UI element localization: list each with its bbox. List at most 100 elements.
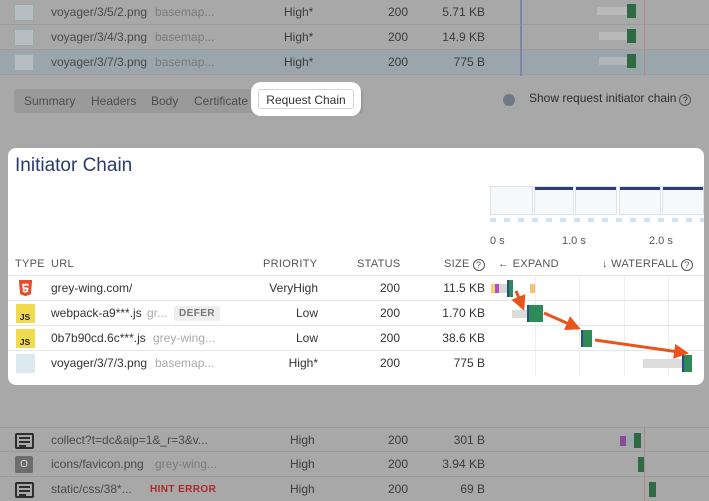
hint-error-badge: HINT ERROR: [150, 484, 217, 495]
table-row[interactable]: voyager/3/4/3.png basemap... High* 200 1…: [0, 25, 709, 50]
tab-request-chain[interactable]: Request Chain: [258, 89, 354, 109]
size-header-label: SIZE: [444, 258, 470, 270]
timeline-marker: [644, 427, 645, 501]
tab-body[interactable]: Body: [151, 94, 179, 108]
table-row[interactable]: voyager/3/5/2.png basemap... High* 200 5…: [0, 0, 709, 25]
row-initiator: gr...: [147, 306, 168, 320]
row-size: 11.5 KB: [443, 281, 485, 295]
row-status: 200: [387, 457, 408, 471]
svg-text:JS: JS: [20, 337, 31, 347]
table-row[interactable]: static/css/38*... HINT ERROR High 200 69…: [0, 477, 709, 501]
help-icon[interactable]: ?: [472, 259, 485, 271]
toggle-label-text: Show request initiator chain: [529, 91, 677, 105]
row-priority: High*: [284, 55, 314, 69]
chain-row[interactable]: JS 0b7b90cd.6c***.js grey-wing... Low 20…: [8, 325, 704, 350]
tab-summary[interactable]: Summary: [24, 94, 76, 108]
column-header-url[interactable]: URL: [51, 258, 74, 270]
waterfall-bar: [499, 284, 507, 293]
waterfall-bar: [627, 29, 636, 43]
image-thumbnail-icon: [16, 354, 35, 373]
waterfall-header[interactable]: ↓ WATERFALL?: [602, 258, 694, 271]
waterfall-bar: [599, 57, 627, 65]
row-size: 3.94 KB: [442, 457, 485, 471]
waterfall-bar: [638, 457, 645, 472]
filmstrip-frame[interactable]: [534, 186, 574, 215]
image-thumbnail-icon: [14, 4, 34, 21]
column-header-status[interactable]: STATUS: [357, 258, 401, 270]
waterfall-bar: [495, 284, 499, 293]
row-status: 200: [379, 331, 400, 345]
row-priority: VeryHigh: [269, 281, 318, 295]
filmstrip-frame[interactable]: [662, 186, 704, 215]
column-header-size[interactable]: SIZE?: [444, 258, 485, 271]
table-row-selected[interactable]: voyager/3/7/3.png basemap... High* 200 7…: [0, 50, 709, 75]
row-size: 775 B: [453, 55, 485, 69]
row-url: 0b7b90cd.6c***.js: [51, 331, 146, 345]
frame-header-bar: [576, 187, 616, 190]
timeline-label: 2.0 s: [649, 235, 673, 247]
filmstrip-frame[interactable]: [575, 186, 617, 215]
waterfall-bar: [627, 4, 636, 18]
row-url: grey-wing.com/: [51, 281, 133, 295]
waterfall-bar: [643, 359, 682, 368]
row-status: 200: [387, 30, 408, 44]
row-initiator: basemap...: [155, 30, 215, 44]
tab-headers[interactable]: Headers: [91, 94, 137, 108]
row-size: 301 B: [453, 433, 485, 447]
row-url: collect?t=dc&aip=1&_r=3&v...: [51, 433, 208, 447]
table-row[interactable]: O icons/favicon.png grey-wing... High 20…: [0, 452, 709, 477]
row-initiator: basemap...: [155, 5, 215, 19]
row-priority: High: [290, 433, 315, 447]
tab-certificate[interactable]: Certificate: [194, 94, 249, 108]
waterfall-bar: [599, 32, 627, 40]
document-icon: [15, 433, 34, 449]
initiator-chain-toggle[interactable]: [503, 94, 515, 106]
help-icon[interactable]: ?: [679, 94, 692, 106]
js-icon: JS: [16, 329, 35, 348]
frame-header-bar: [620, 187, 660, 190]
row-priority: High: [290, 457, 315, 471]
row-priority: High*: [284, 5, 314, 19]
row-initiator: basemap...: [155, 356, 215, 370]
row-url: icons/favicon.png: [51, 457, 144, 471]
help-icon[interactable]: ?: [681, 259, 694, 271]
column-header-type[interactable]: TYPE: [15, 258, 45, 270]
row-status: 200: [387, 5, 408, 19]
waterfall-bar: [581, 330, 592, 347]
html5-icon: [18, 279, 33, 297]
waterfall-bar: [512, 310, 527, 318]
chain-row[interactable]: voyager/3/7/3.png basemap... High* 200 7…: [8, 350, 704, 375]
row-initiator: grey-wing...: [155, 457, 218, 471]
svg-text:JS: JS: [20, 312, 31, 322]
timeline-marker: [520, 0, 522, 76]
filmstrip-frame[interactable]: [619, 186, 661, 215]
row-status: 200: [379, 281, 400, 295]
chain-row[interactable]: JS webpack-a9***.js gr... DEFER Low 200 …: [8, 300, 704, 325]
waterfall-bar: [527, 305, 543, 322]
row-status: 200: [379, 356, 400, 370]
timeline-marker: [644, 0, 645, 76]
column-header-priority[interactable]: PRIORITY: [263, 258, 318, 270]
row-url: voyager/3/4/3.png: [51, 30, 148, 44]
frame-header-bar: [535, 187, 573, 190]
row-initiator: grey-wing...: [153, 331, 216, 345]
waterfall-bar: [597, 7, 627, 15]
waterfall-bar: [507, 280, 513, 297]
waterfall-bar: [634, 433, 641, 448]
js-icon: JS: [16, 304, 35, 323]
other-type-icon: O: [15, 456, 33, 473]
panel-title: Initiator Chain: [15, 155, 133, 176]
row-size: 69 B: [460, 482, 485, 496]
row-size: 5.71 KB: [442, 5, 485, 19]
table-row[interactable]: collect?t=dc&aip=1&_r=3&v... High 200 30…: [0, 427, 709, 452]
row-size: 1.70 KB: [442, 306, 485, 320]
waterfall-bar: [627, 54, 636, 68]
row-status: 200: [387, 482, 408, 496]
frame-header-bar: [663, 187, 703, 190]
filmstrip-frame[interactable]: [490, 186, 533, 215]
waterfall-bar: [491, 284, 495, 293]
chain-row[interactable]: grey-wing.com/ VeryHigh 200 11.5 KB: [8, 275, 704, 300]
initiator-chain-toggle-label: Show request initiator chain?: [529, 91, 692, 106]
row-status: 200: [387, 433, 408, 447]
expand-button[interactable]: ← EXPAND: [498, 258, 559, 270]
